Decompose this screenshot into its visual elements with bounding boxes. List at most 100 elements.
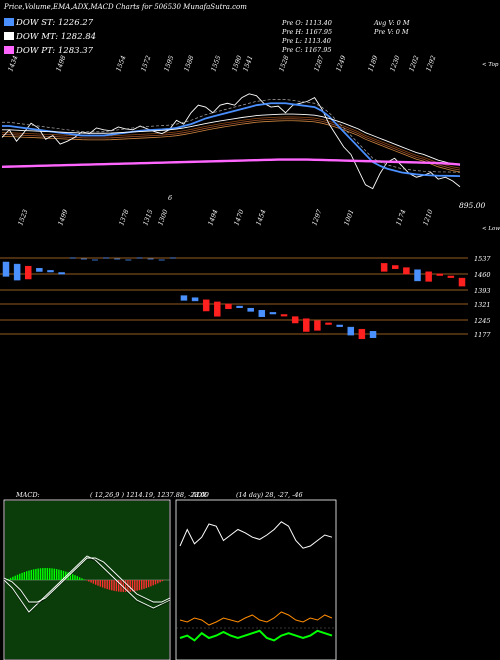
volume-bar — [347, 326, 355, 336]
macd-shadow-line — [3, 557, 171, 614]
chart-title: Price,Volume,EMA,ADX,MACD Charts for 506… — [4, 3, 247, 11]
adx-line-minusdi — [179, 629, 333, 642]
volume-bar — [325, 322, 332, 325]
legend-label: DOW ST: 1226.27 — [16, 18, 94, 28]
price-level-label: 1321 — [474, 301, 491, 309]
macd-label: MACD: — [16, 491, 40, 499]
low-label: 1210 — [421, 208, 434, 226]
volume-bar — [336, 324, 343, 327]
high-label: 1202 — [407, 54, 420, 72]
low-label: 1378 — [117, 208, 130, 226]
pre-open: Pre O: 1113.40 — [282, 19, 332, 27]
low-label: 1297 — [310, 208, 323, 227]
volume-bar — [403, 267, 410, 275]
legend-dow-mt: DOW MT: 1282.84 — [4, 32, 96, 42]
high-label: 1498 — [54, 54, 67, 72]
series-line-dow-mt — [2, 113, 461, 166]
volume-bar — [47, 270, 54, 273]
low-label: 1454 — [254, 208, 267, 226]
ema-ribbon-line — [2, 120, 461, 173]
volume-bar — [303, 318, 310, 332]
volume-bar — [447, 275, 455, 278]
volume-bar — [36, 268, 43, 272]
low-label: 1470 — [232, 208, 245, 226]
macd-line-macd — [3, 555, 171, 613]
legend-swatch-icon — [4, 32, 14, 40]
volume-bar — [414, 269, 421, 282]
volume-bar — [436, 273, 444, 276]
high-label: 1434 — [6, 54, 19, 72]
ema-ribbon-line — [2, 118, 461, 171]
high-label: 1588 — [182, 54, 195, 72]
high-label: 1528 — [277, 54, 290, 72]
volume-bar — [202, 299, 210, 312]
macd-values: ( 12,26,9 ) 1214.19, 1237.88, -23.69 — [90, 491, 209, 499]
series-line-dow-st — [2, 102, 461, 178]
volume-bar — [24, 265, 32, 280]
legend-label: DOW MT: 1282.84 — [16, 32, 97, 42]
volume-bar — [258, 310, 266, 317]
high-label: 1554 — [114, 54, 127, 72]
pre-high: Pre H: 1167.95 — [282, 28, 333, 36]
volume-bar — [269, 312, 277, 315]
legend-label: DOW PT: 1283.37 — [16, 46, 94, 56]
volume-bar — [280, 314, 288, 317]
volume-bar — [392, 265, 399, 269]
legend-dow-pt: DOW PT: 1283.37 — [4, 46, 93, 56]
pre-low: Pre L: 1113.40 — [282, 37, 331, 45]
high-label: 1595 — [162, 54, 175, 72]
volume-bar — [358, 328, 366, 340]
adx-line-plusdi — [179, 611, 333, 626]
price-level-label: 1393 — [474, 287, 491, 295]
low-label: 1300 — [156, 208, 169, 226]
volume-bar — [225, 303, 232, 310]
high-label: 1287 — [312, 54, 325, 73]
legend-swatch-icon — [4, 18, 14, 26]
high-label: 1555 — [209, 54, 222, 72]
price-level-label: 1245 — [474, 317, 491, 325]
volume-bar — [180, 295, 188, 301]
volume-bar — [247, 307, 254, 312]
ema-dashed-line — [2, 99, 461, 173]
volume-bar — [458, 277, 466, 287]
low-label: 1499 — [56, 208, 69, 226]
top-scale-label: < Top — [482, 62, 499, 68]
high-label: 1292 — [424, 54, 437, 72]
volume-bar — [425, 271, 432, 282]
pre-close: Pre C: 1167.95 — [282, 46, 332, 54]
low-label: 1001 — [342, 208, 355, 226]
volume-bar — [13, 263, 21, 281]
adx-line-adx — [179, 521, 333, 549]
macd-line-signal — [3, 557, 171, 603]
volume-bar — [380, 263, 388, 272]
low-label: 1523 — [16, 208, 29, 226]
adx-values: (14 day) 28, -27, -46 — [236, 491, 303, 499]
low-label: 1494 — [206, 208, 219, 226]
price-level-label: 1460 — [474, 271, 491, 279]
high-label: 1230 — [388, 54, 401, 72]
price-level-label: 1537 — [474, 255, 491, 263]
volume-bar — [191, 297, 199, 302]
volume-bar — [236, 305, 243, 308]
high-label: 1249 — [334, 54, 347, 72]
legend-swatch-icon — [4, 46, 14, 54]
lower-scale-label: < Lower — [482, 226, 500, 232]
avg-volume: Avg V: 0 M — [374, 19, 410, 27]
low-label: 1174 — [394, 208, 407, 226]
high-label: 1189 — [366, 54, 379, 72]
volume-bar — [369, 331, 377, 338]
volume-bar — [314, 320, 321, 331]
adx-label: ADX — [192, 491, 207, 499]
last-price-label: 895.00 — [459, 201, 485, 210]
pivot-label: 6 — [168, 194, 172, 202]
high-label: 1572 — [139, 54, 152, 72]
low-label: 1315 — [141, 208, 154, 226]
legend-dow-st: DOW ST: 1226.27 — [4, 18, 93, 28]
volume-bar — [2, 261, 10, 277]
volume-bar — [214, 301, 221, 317]
volume-bar — [291, 316, 299, 324]
pre-volume: Pre V: 0 M — [374, 28, 409, 36]
series-line-dow-pt — [1, 158, 461, 169]
volume-bar — [58, 272, 65, 275]
